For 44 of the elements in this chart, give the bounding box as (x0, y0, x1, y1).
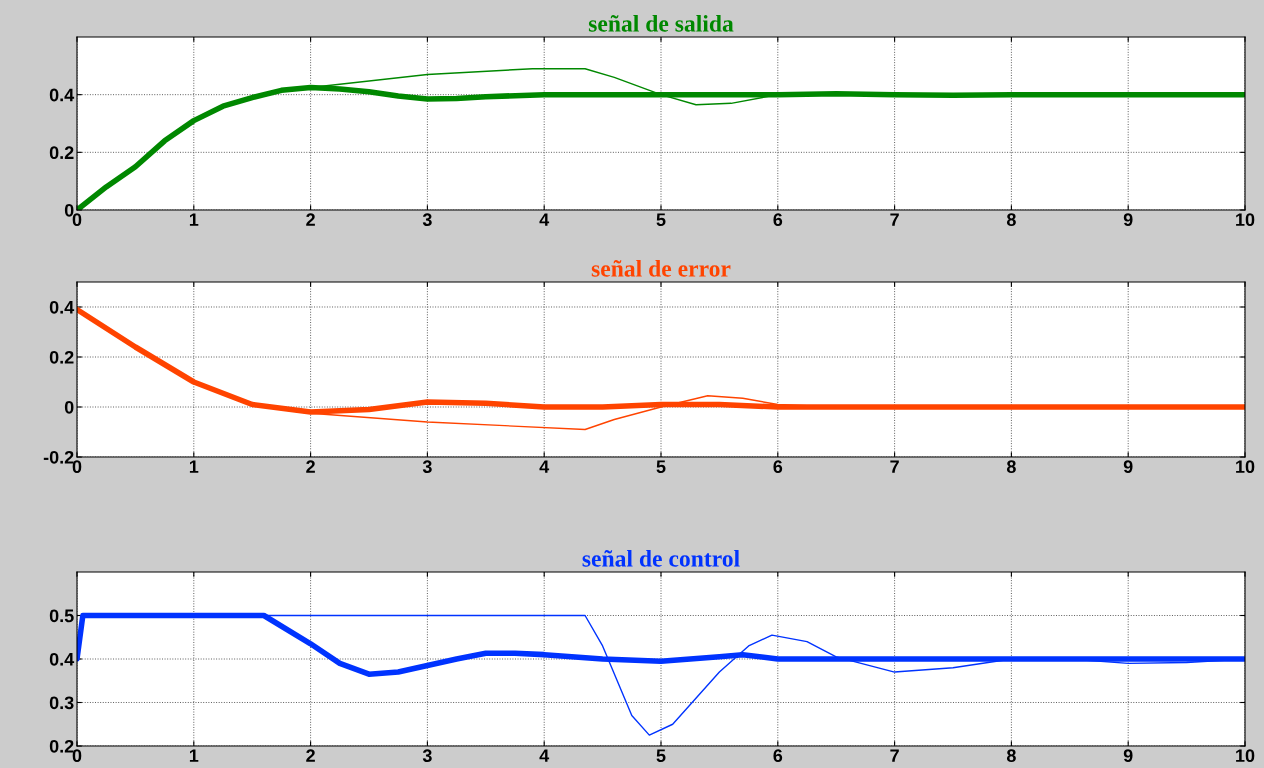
x-tick-label: 7 (890, 213, 899, 226)
x-tick-label: 6 (773, 460, 783, 474)
chart-title: señal de salida (588, 15, 734, 32)
y-tick-label: 0.2 (49, 350, 74, 364)
x-tick-label: 4 (539, 460, 550, 473)
y-tick-label: 0.4 (49, 88, 75, 102)
y-tick-label: 0.2 (49, 146, 74, 160)
x-tick-label: 5 (656, 749, 666, 763)
y-tick-label: 0.2 (49, 739, 74, 753)
x-tick-label: 3 (422, 213, 432, 227)
x-tick-label: 3 (422, 749, 432, 763)
x-tick-label: 2 (306, 749, 315, 762)
x-tick-label: 5 (656, 213, 666, 227)
x-tick-label: 8 (1006, 749, 1016, 763)
y-tick-label: 0 (64, 400, 74, 414)
y-tick-label: 0.4 (49, 652, 75, 666)
x-tick-label: 1 (189, 460, 199, 473)
chart-title: señal de error (591, 260, 731, 277)
x-tick-label: 2 (306, 460, 315, 473)
chart-title: señal de control (582, 550, 740, 567)
y-tick-label: 0.5 (49, 609, 74, 623)
x-tick-label: 8 (1006, 213, 1016, 227)
x-tick-label: 7 (890, 460, 899, 473)
x-tick-label: 1 (189, 749, 199, 762)
x-tick-label: 2 (306, 213, 315, 226)
x-tick-label: 5 (656, 460, 666, 474)
x-tick-label: 9 (1123, 460, 1133, 474)
x-tick-label: 8 (1006, 460, 1016, 474)
x-tick-label: 3 (422, 460, 432, 474)
x-tick-label: 9 (1123, 213, 1133, 227)
x-tick-label: 7 (890, 749, 899, 762)
x-tick-label: 1 (189, 213, 199, 226)
y-tick-label: 0 (64, 203, 74, 217)
x-tick-label: 10 (1236, 749, 1255, 763)
y-tick-label: 0.4 (49, 300, 75, 314)
y-tick-label: 0.3 (49, 696, 74, 710)
x-tick-label: 4 (539, 749, 550, 762)
x-tick-label: 10 (1236, 213, 1255, 227)
x-tick-label: 10 (1236, 460, 1255, 474)
x-tick-label: 9 (1123, 749, 1133, 763)
y-tick-label: -0.2 (43, 450, 74, 464)
x-tick-label: 6 (773, 749, 783, 763)
x-tick-label: 6 (773, 213, 783, 227)
x-tick-label: 4 (539, 213, 550, 226)
